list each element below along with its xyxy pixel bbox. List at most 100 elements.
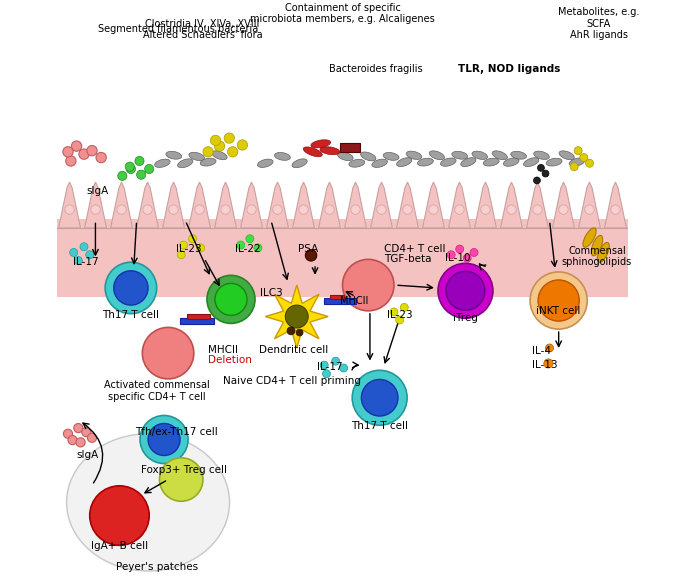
Text: MHCII: MHCII <box>208 345 238 355</box>
Circle shape <box>320 361 328 369</box>
Circle shape <box>463 254 471 262</box>
Ellipse shape <box>429 151 445 160</box>
Polygon shape <box>214 182 236 228</box>
Text: iTreg: iTreg <box>453 313 478 322</box>
Circle shape <box>66 156 76 166</box>
Polygon shape <box>59 182 80 228</box>
Ellipse shape <box>372 159 388 167</box>
Polygon shape <box>110 182 132 228</box>
Circle shape <box>221 205 230 214</box>
Circle shape <box>188 235 197 243</box>
Text: IL-17: IL-17 <box>317 362 342 372</box>
Circle shape <box>142 328 194 379</box>
Ellipse shape <box>349 159 364 167</box>
Polygon shape <box>449 182 471 228</box>
Circle shape <box>179 241 188 249</box>
Circle shape <box>91 205 100 214</box>
Circle shape <box>438 263 493 318</box>
Text: Peyer's patches: Peyer's patches <box>116 562 198 572</box>
Ellipse shape <box>534 151 549 159</box>
Ellipse shape <box>275 152 290 160</box>
Polygon shape <box>188 182 210 228</box>
Ellipse shape <box>591 235 603 256</box>
Circle shape <box>135 156 144 166</box>
Circle shape <box>611 205 620 214</box>
Bar <box>330 295 345 299</box>
Circle shape <box>390 308 398 316</box>
Ellipse shape <box>166 151 182 159</box>
Circle shape <box>247 205 256 214</box>
Ellipse shape <box>559 151 574 160</box>
Ellipse shape <box>177 159 193 168</box>
Bar <box>187 314 210 319</box>
Ellipse shape <box>397 157 412 167</box>
Polygon shape <box>240 182 262 228</box>
Circle shape <box>323 370 330 378</box>
Ellipse shape <box>472 151 488 159</box>
Circle shape <box>342 259 394 311</box>
Text: IL-23: IL-23 <box>177 244 202 254</box>
Circle shape <box>580 153 588 162</box>
Bar <box>324 298 356 304</box>
Polygon shape <box>319 182 340 228</box>
Circle shape <box>570 163 578 171</box>
Circle shape <box>377 205 386 214</box>
Circle shape <box>74 424 83 433</box>
Circle shape <box>215 284 247 315</box>
Circle shape <box>296 329 303 336</box>
Circle shape <box>507 205 516 214</box>
Ellipse shape <box>360 152 376 161</box>
Circle shape <box>481 205 490 214</box>
Ellipse shape <box>484 158 499 166</box>
Ellipse shape <box>440 158 456 166</box>
Polygon shape <box>265 285 328 348</box>
Text: MHCII: MHCII <box>340 296 368 306</box>
Circle shape <box>214 141 225 151</box>
Circle shape <box>114 271 148 305</box>
Circle shape <box>287 327 295 335</box>
Circle shape <box>306 250 316 261</box>
Circle shape <box>68 436 77 444</box>
Polygon shape <box>371 182 393 228</box>
Text: sIgA: sIgA <box>77 450 99 460</box>
Polygon shape <box>266 182 288 228</box>
Circle shape <box>429 205 438 214</box>
Circle shape <box>351 205 360 214</box>
Circle shape <box>136 170 146 180</box>
Circle shape <box>542 170 549 177</box>
Ellipse shape <box>406 151 422 159</box>
Polygon shape <box>501 182 523 228</box>
Circle shape <box>71 141 82 151</box>
Circle shape <box>352 370 407 425</box>
Circle shape <box>160 458 203 501</box>
Circle shape <box>538 280 580 321</box>
Circle shape <box>125 162 134 171</box>
Circle shape <box>237 241 245 249</box>
Circle shape <box>140 415 188 464</box>
Text: IL-13: IL-13 <box>532 360 558 370</box>
Text: Th17 T cell: Th17 T cell <box>351 421 408 431</box>
Polygon shape <box>579 182 600 228</box>
Circle shape <box>126 164 136 174</box>
Text: IL-10: IL-10 <box>445 253 471 263</box>
Circle shape <box>195 205 204 214</box>
Circle shape <box>325 205 334 214</box>
Circle shape <box>237 140 247 150</box>
Ellipse shape <box>212 151 227 160</box>
Circle shape <box>88 433 97 442</box>
Circle shape <box>559 205 568 214</box>
Text: IL-22: IL-22 <box>236 244 261 254</box>
Ellipse shape <box>546 158 562 166</box>
Ellipse shape <box>492 151 508 160</box>
Polygon shape <box>475 182 497 228</box>
Circle shape <box>455 205 464 214</box>
Text: TLR, NOD ligands: TLR, NOD ligands <box>458 64 561 74</box>
Circle shape <box>64 429 73 438</box>
Circle shape <box>210 135 221 146</box>
Circle shape <box>585 205 594 214</box>
Text: iNKT cell: iNKT cell <box>536 306 581 316</box>
Text: IL-4: IL-4 <box>532 346 551 356</box>
Circle shape <box>207 275 255 324</box>
Ellipse shape <box>511 151 527 159</box>
Polygon shape <box>527 182 549 228</box>
